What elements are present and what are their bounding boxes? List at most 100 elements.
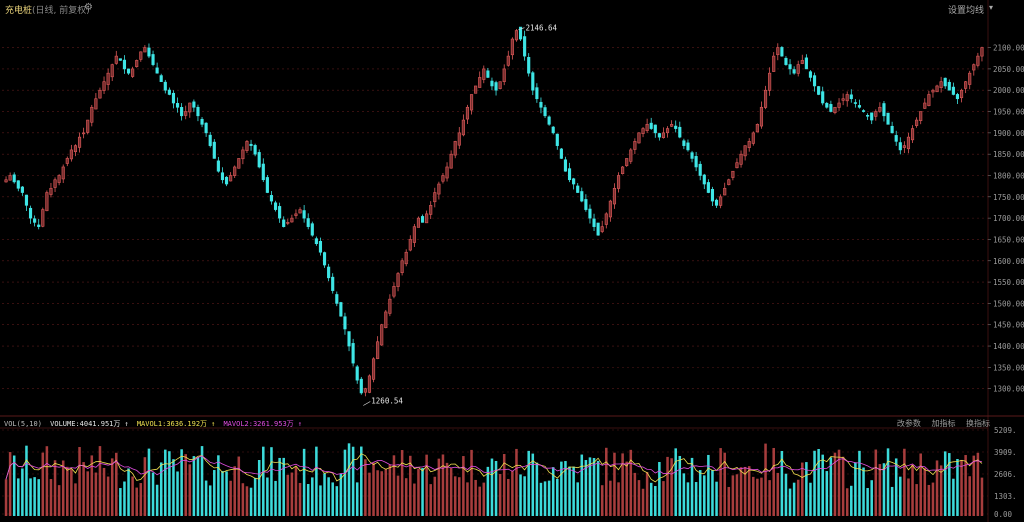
- volume-bar: [858, 450, 861, 516]
- volume-bar: [609, 480, 612, 516]
- volume-bar: [45, 446, 49, 516]
- volume-actions: 改参数 加指标 换指标: [889, 418, 990, 429]
- set-ma-button[interactable]: 设置均线: [947, 6, 984, 16]
- candle-body: [743, 145, 747, 157]
- candle-body: [968, 72, 972, 85]
- volume-bar: [417, 468, 420, 516]
- candle-body: [200, 118, 204, 125]
- candle-body: [310, 223, 314, 236]
- volume-bar: [915, 484, 918, 516]
- volume-bar: [756, 478, 759, 516]
- gear-icon[interactable]: ⚙: [84, 2, 93, 13]
- candle-body: [474, 85, 478, 94]
- candle-body: [849, 94, 853, 100]
- volume-bar: [911, 464, 914, 516]
- volume-bar: [649, 482, 653, 516]
- volume-bar: [976, 452, 980, 516]
- volume-bar: [805, 462, 808, 516]
- candle-body: [380, 324, 384, 346]
- volume-value: VOLUME:4041.951万: [50, 420, 121, 428]
- candle-body: [261, 163, 265, 181]
- candle-body: [817, 86, 821, 95]
- volume-tick-label: 5209.: [994, 426, 1017, 435]
- candle-body: [964, 81, 968, 89]
- volume-bar: [801, 462, 804, 516]
- candle-body: [57, 175, 61, 183]
- candle-body: [126, 68, 131, 74]
- add-indicator-button[interactable]: 加指标: [931, 419, 956, 428]
- candle-body: [527, 56, 531, 74]
- volume-bar: [980, 477, 984, 516]
- chevron-down-icon[interactable]: ▾: [988, 3, 993, 12]
- low-marker-line: [363, 401, 371, 406]
- volume-bar: [764, 443, 767, 516]
- candle-body: [931, 89, 935, 93]
- volume-bar: [143, 457, 147, 516]
- candle-body: [110, 64, 114, 78]
- volume-bar: [674, 448, 677, 516]
- candle-body: [951, 86, 955, 95]
- volume-bar: [425, 454, 428, 516]
- candle-body: [282, 219, 286, 227]
- price-tick-label: 1550.00: [993, 278, 1024, 287]
- volume-bar: [176, 471, 179, 516]
- volume-bar: [449, 467, 453, 516]
- volume-bar: [78, 447, 81, 516]
- volume-bar: [302, 448, 306, 516]
- candle-body: [939, 81, 943, 88]
- volume-bar: [94, 472, 98, 516]
- candle-body: [665, 128, 670, 134]
- change-params-button[interactable]: 改参数: [896, 419, 921, 428]
- volume-bar: [151, 472, 155, 516]
- candle-body: [486, 70, 490, 78]
- volume-bar: [866, 488, 869, 516]
- volume-bar: [147, 448, 151, 516]
- candle-body: [371, 358, 376, 380]
- candle-body: [915, 119, 919, 126]
- price-tick-label: 1300.00: [993, 385, 1024, 394]
- candle-body: [608, 200, 612, 218]
- volume-bar: [600, 485, 604, 516]
- candle-body: [959, 89, 964, 99]
- volume-bar: [474, 479, 477, 516]
- volume-bar: [17, 478, 20, 516]
- volume-bar: [899, 476, 902, 516]
- volume-bar: [576, 482, 579, 516]
- candle-body: [265, 177, 269, 193]
- candle-body: [902, 145, 906, 148]
- volume-bar: [319, 485, 322, 516]
- volume-bar: [245, 486, 249, 516]
- candle-body: [482, 68, 486, 80]
- candle-body: [714, 199, 719, 206]
- chart-header: 充电桩 (日线, 前复权) ⚙ 设置均线 ▾: [0, 0, 1024, 18]
- candle-body: [955, 94, 960, 100]
- candle-body: [498, 81, 502, 89]
- volume-bar: [155, 484, 159, 516]
- candle-body: [682, 140, 686, 146]
- volume-bar: [274, 480, 277, 516]
- volume-bar: [388, 464, 392, 516]
- volume-bar: [421, 468, 424, 516]
- candle-body: [233, 166, 237, 176]
- volume-bar: [86, 471, 89, 516]
- candle-body: [429, 205, 433, 215]
- volume-bar: [825, 471, 829, 516]
- candle-body: [188, 102, 192, 113]
- price-tick-label: 2000.00: [993, 86, 1024, 95]
- candle-body: [890, 125, 894, 134]
- candle-body: [543, 107, 547, 117]
- volume-bar: [886, 448, 890, 516]
- volume-bar: [690, 457, 694, 516]
- candle-body: [388, 298, 392, 314]
- candle-body: [572, 178, 576, 185]
- candle-body: [212, 141, 216, 159]
- volume-bar: [931, 482, 935, 516]
- switch-indicator-button[interactable]: 换指标: [966, 419, 990, 428]
- volume-bar: [935, 460, 939, 516]
- candle-body: [723, 187, 727, 196]
- candle-body: [139, 51, 143, 60]
- candle-body: [943, 77, 947, 87]
- candle-body: [531, 72, 535, 91]
- volume-bar: [670, 458, 673, 516]
